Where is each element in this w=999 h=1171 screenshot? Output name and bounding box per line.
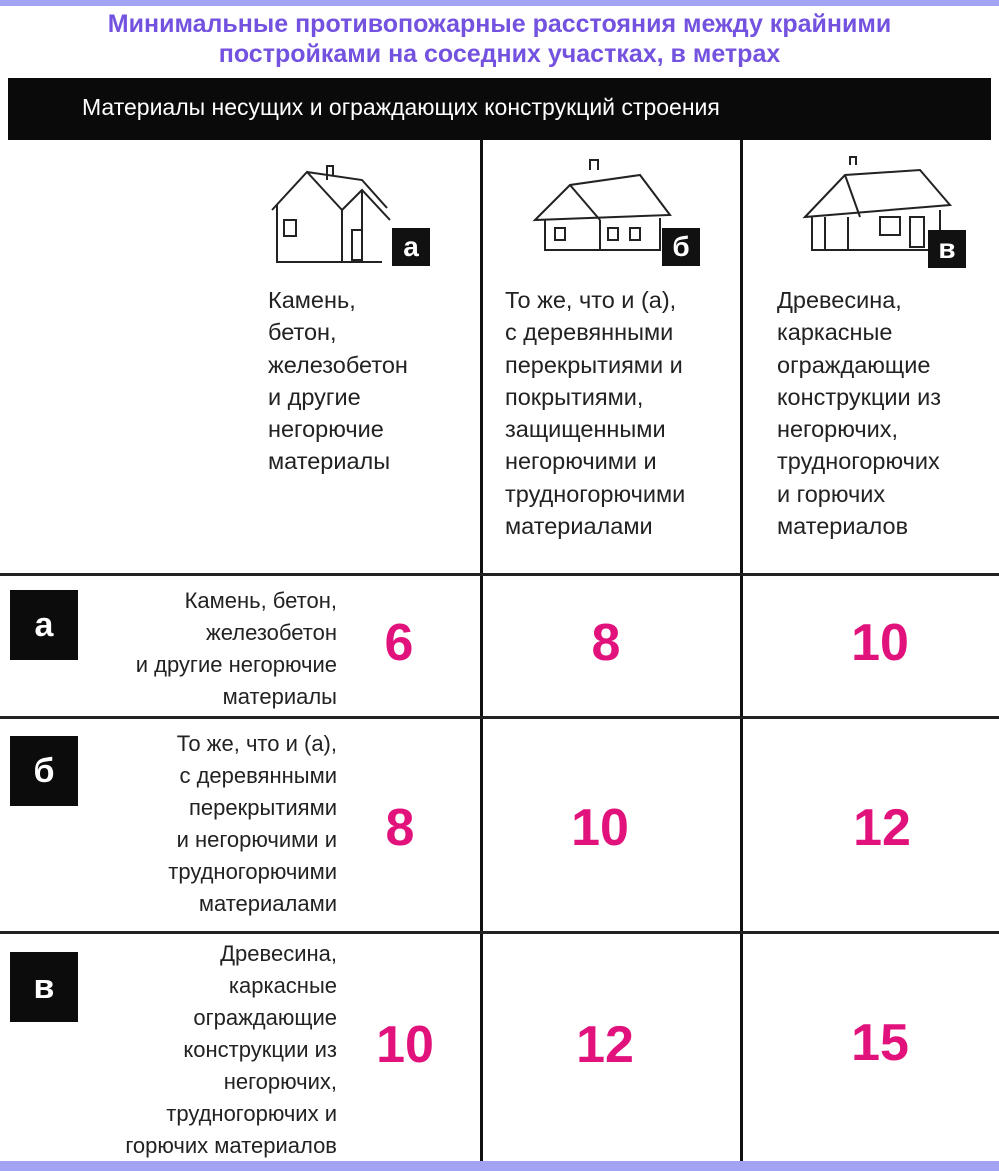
text-line: горючих материалов [125,1133,337,1158]
text-line: покрытиями, [505,383,644,410]
text-line: с деревянными [179,763,337,788]
row-b-description: То же, что и (а), с деревянными перекрыт… [168,728,337,920]
row-badge: а [10,590,78,660]
distance-value: 12 [576,1016,634,1074]
row-badge: в [10,952,78,1022]
text-line: и другие негорючие [135,652,337,677]
text-line: защищенными [505,416,666,443]
text-line: материалов [777,513,909,540]
text-line: и негорючими и [176,827,337,852]
page-title: Минимальные противопожарные расстояния м… [0,9,999,69]
text-line: железобетон [206,620,337,645]
column-divider [480,140,483,1161]
text-line: материалы [268,448,391,475]
distance-value: 10 [851,614,909,672]
distance-value: 6 [384,614,414,672]
distance-value: 15 [851,1014,909,1072]
row-badge: б [10,736,78,806]
column-divider [740,140,743,1161]
column-badge: б [662,228,700,266]
text-line: негорючие [268,416,384,443]
text-line: каркасные [228,973,337,998]
text-line: материалами [505,513,653,540]
text-line: трудногорючих и [166,1101,337,1126]
text-line: конструкции из [777,383,942,410]
top-band [0,0,999,6]
cottage-house-icon: б [530,150,700,270]
text-line: и горючих [777,480,886,507]
text-line: ограждающие [777,351,931,378]
text-line: перекрытиями [189,795,337,820]
text-line: конструкции из [183,1037,337,1062]
column-c-description: Древесина, каркасные ограждающие констру… [777,284,941,542]
column-a-description: Камень, бетон, железобетон и другие него… [268,284,408,478]
bottom-band [0,1161,999,1171]
text-line: То же, что и (а), [176,731,337,756]
column-b-description: То же, что и (а), с деревянными перекрыт… [505,284,685,542]
distance-value: 8 [385,799,415,857]
text-line: материалами [198,891,337,916]
text-line: негорючих, [777,416,898,443]
distance-value: 8 [591,614,621,672]
text-line: с деревянными [505,319,674,346]
row-c-description: Древесина, каркасные ограждающие констру… [125,938,337,1162]
distance-value: 12 [853,799,911,857]
text-line: материалы [222,684,337,709]
text-line: Камень, [268,287,356,313]
row-a-description: Камень, бетон, железобетон и другие него… [136,585,337,713]
row-divider [0,931,999,934]
text-line: негорючих, [223,1069,337,1094]
column-badge: а [392,228,430,266]
wooden-house-icon: в [800,155,970,275]
text-line: Древесина, [220,941,337,966]
stone-house-icon: а [262,150,432,270]
row-divider [0,573,999,576]
distance-value: 10 [376,1016,434,1074]
text-line: негорючими и [505,448,657,475]
text-line: Камень, бетон, [184,588,337,613]
text-line: ограждающие [193,1005,337,1030]
title-line-2: постройками на соседних участках, в метр… [218,40,781,68]
text-line: трудногорючими [505,480,686,507]
row-divider [0,716,999,719]
text-line: железобетон [268,351,408,378]
text-line: каркасные [777,319,893,346]
text-line: То же, что и (а), [505,287,677,313]
text-line: трудногорючих [777,448,940,475]
column-badge: в [928,230,966,268]
text-line: перекрытиями и [505,351,683,378]
table-header: Материалы несущих и ограждающих конструк… [8,78,991,140]
text-line: бетон, [268,319,337,346]
text-line: трудногорючими [168,859,337,884]
text-line: Древесина, [777,287,902,313]
title-line-1: Минимальные противопожарные расстояния м… [107,10,892,38]
distance-value: 10 [571,799,629,857]
text-line: и другие [268,383,361,410]
